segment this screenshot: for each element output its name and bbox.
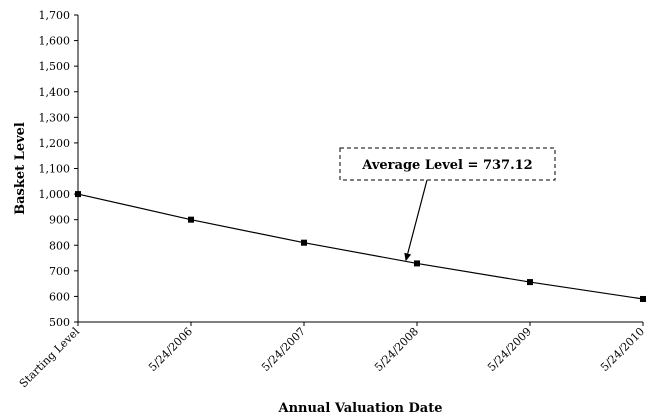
y-tick-label: 600: [49, 290, 70, 303]
y-tick-label: 1,100: [39, 163, 71, 176]
series-line: [77, 193, 644, 300]
y-tick-label: 800: [49, 239, 70, 252]
annotation-arrow: [407, 179, 428, 254]
data-point: [75, 191, 81, 198]
x-tick-label: 5/24/2007: [259, 325, 308, 374]
y-axis-title: Basket Level: [13, 122, 28, 215]
x-axis-title: Annual Valuation Date: [277, 401, 442, 416]
series-basket-level: [75, 191, 646, 302]
data-point: [414, 260, 420, 267]
y-tick-label: 1,200: [39, 137, 71, 150]
x-tick-label: 5/24/2008: [372, 325, 421, 374]
y-tick-label: 1,500: [39, 60, 71, 73]
y-tick-label: 900: [49, 214, 70, 227]
y-tick-label: 500: [49, 316, 70, 329]
annotation-label: Average Level = 737.12: [361, 158, 532, 173]
y-tick-label: 1,300: [39, 111, 71, 124]
y-tick-label: 700: [49, 265, 70, 278]
x-tick-label: 5/24/2009: [485, 325, 534, 374]
x-axis-ticks: Starting Level 5/24/2006 5/24/2007 5/24/200…: [17, 322, 647, 390]
data-point: [188, 216, 194, 223]
y-tick-label: 1,400: [39, 86, 71, 99]
data-point: [640, 295, 646, 302]
x-tick-label: 5/24/2006: [146, 325, 195, 374]
y-tick-label: 1,000: [39, 188, 71, 201]
y-tick-label: 1,600: [39, 35, 71, 48]
annotation-arrowhead: [404, 252, 412, 262]
data-point: [301, 239, 307, 246]
annotation: Average Level = 737.12: [339, 147, 556, 262]
x-tick-label: 5/24/2010: [598, 325, 647, 374]
data-point: [527, 279, 533, 286]
y-axis-ticks: 500 600 700 800 900 1,000 1,100 1,200 1,300 1,400…: [39, 9, 78, 329]
y-tick-label: 1,700: [39, 9, 71, 22]
annotation-box: [339, 147, 556, 181]
x-tick-label: Starting Level: [17, 325, 83, 391]
